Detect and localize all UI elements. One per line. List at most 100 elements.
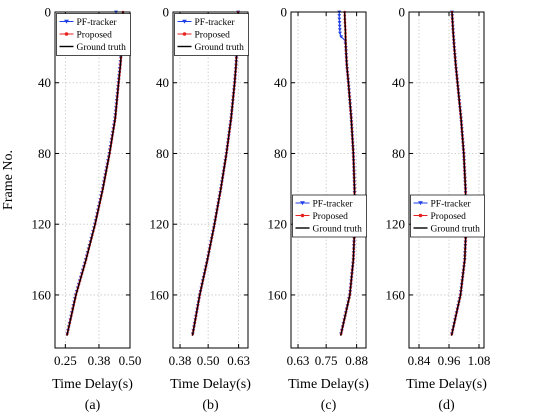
x-tick-label: 0.38 [169,353,192,368]
panels: 0 40 80 120 160 0.25 0.38 0.50 Time Delay(s) (a) P… [32,5,491,414]
panel-label: (c) [321,398,337,413]
y-tick-label: 80 [392,146,405,161]
series-markers-proposed [65,10,125,336]
y-tick-label: 0 [399,5,406,20]
series-line-pf-tracker [66,12,122,336]
series-markers-proposed [191,10,240,336]
legend-item-ground-truth: Ground truth [413,224,481,234]
panel-label: (d) [438,398,455,413]
legend-label: Ground truth [431,224,481,234]
x-tick-label: 0.50 [119,353,142,368]
legend: PF-tracker Proposed Ground truth [292,194,367,238]
series-group [190,10,241,336]
marker-point [339,35,344,39]
panel-b: 0 40 80 120 160 0.38 0.50 0.63 Time Delay(s) (b) P… [150,5,252,414]
grid [55,12,131,348]
x-tick-label: 0.75 [315,353,338,368]
legend: PF-tracker Proposed Ground truth [410,194,485,238]
legend-label: Proposed [195,30,231,40]
y-tick-label: 120 [32,217,52,232]
series-group [65,10,125,336]
grid [409,12,484,348]
y-tick-label: 120 [386,217,406,232]
series-line-proposed [66,11,124,336]
legend-swatch-triangle [64,19,69,24]
y-tick-label: 160 [32,287,52,302]
legend-item-ground-truth: Ground truth [295,224,363,234]
x-axis-title: Time Delay(s) [52,377,133,392]
y-tick-label: 40 [392,75,405,90]
series-markers-pf-tracker [65,10,123,336]
axes-frame [408,11,485,349]
y-tick-label: 40 [274,75,287,90]
y-tick-label: 80 [156,146,169,161]
legend-item-proposed: Proposed [295,212,349,222]
legend-label: Proposed [77,30,113,40]
legend-label: PF-tracker [431,199,472,209]
x-tick-label: 0.63 [227,353,250,368]
axes-frame [172,11,249,349]
legend-swatch-dot [182,32,187,36]
series-markers-pf-tracker [190,10,241,336]
x-tick-label: 0.88 [345,353,368,368]
y-tick-label: 160 [150,287,170,302]
grid [173,12,248,348]
legend-item-pf-tracker: PF-tracker [177,18,236,28]
series-line-proposed [191,11,239,336]
x-tick-label: 0.63 [287,353,310,368]
panel-label: (b) [202,398,219,413]
x-tick-label: 0.84 [408,353,431,368]
panel-label: (a) [85,398,101,413]
marker-point [337,21,342,25]
series-line-ground-truth [340,11,356,336]
legend-item-pf-tracker: PF-tracker [59,18,117,28]
x-tick-label: 0.96 [438,353,461,368]
legend-label: PF-tracker [313,199,354,209]
axes-frame [54,11,131,349]
axes-frame [290,11,367,349]
legend-item-ground-truth: Ground truth [59,43,126,53]
x-tick-label: 0.38 [88,353,111,368]
marker-point [337,14,342,18]
y-tick-label: 0 [163,5,170,20]
legend-label: PF-tracker [195,18,236,28]
marker-point [338,31,342,35]
marker-point [337,17,342,21]
x-tick-label: 0.50 [197,353,220,368]
y-tick-label: 40 [156,75,169,90]
y-tick-label: 0 [281,5,288,20]
panel-c: 0 40 80 120 160 0.63 0.75 0.88 Time Delay(s) (c) P… [268,5,370,414]
y-tick-label: 40 [38,75,51,90]
x-axis-title: Time Delay(s) [170,377,251,392]
series-line-ground-truth [66,11,124,336]
legend-swatch-triangle [182,19,187,24]
y-tick-label: 0 [45,5,52,20]
legend-label: Proposed [313,212,349,222]
series-line-pf-tracker [191,11,239,336]
legend-item-pf-tracker: PF-tracker [295,199,354,209]
legend-label: Ground truth [195,43,245,53]
legend-swatch-triangle [300,201,305,206]
legend-label: Proposed [431,212,467,222]
marker-point [337,24,342,28]
legend-item-proposed: Proposed [177,30,231,40]
legend-swatch-dot [300,213,305,218]
legend-label: Ground truth [313,224,363,234]
series-group [337,10,357,336]
panel-d: 0 40 80 120 160 0.84 0.96 1.08 Time Delay(s) (d) P… [386,5,491,414]
x-tick-label: 0.25 [54,353,77,368]
legend-item-proposed: Proposed [413,212,467,222]
legend-swatch-dot [64,32,69,36]
legend: PF-tracker Proposed Ground truth [174,13,249,56]
series-group [449,10,469,336]
legend-item-ground-truth: Ground truth [177,43,245,53]
series-line-ground-truth [450,11,467,336]
y-tick-label: 80 [274,146,287,161]
y-tick-label: 160 [386,287,406,302]
grid [291,12,366,348]
x-tick-label: 1.08 [468,353,491,368]
legend-item-pf-tracker: PF-tracker [413,199,472,209]
legend: PF-tracker Proposed Ground truth [56,13,131,56]
marker-point [337,28,342,32]
